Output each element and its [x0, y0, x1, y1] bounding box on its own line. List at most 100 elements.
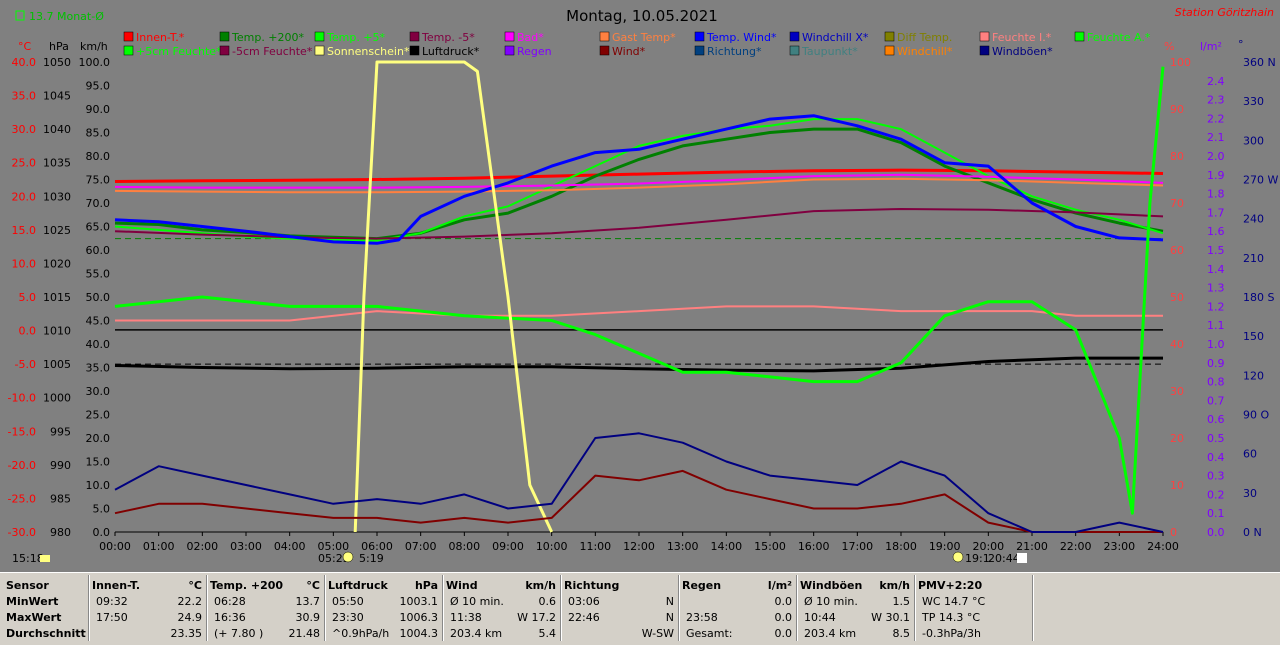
avg-marker-icon [15, 10, 25, 21]
time-tick: 22:00 [1060, 540, 1092, 553]
time-tick: 04:00 [274, 540, 306, 553]
rain-tick: 2.3 [1207, 94, 1225, 107]
kmh-tick: 30.0 [86, 385, 111, 398]
rain-tick: 1.7 [1207, 206, 1225, 219]
legend-swatch-7 [789, 31, 800, 42]
legend-item-3: Temp. -5* [421, 31, 475, 44]
hpa-tick: 1035 [43, 157, 71, 170]
sunrise-label-2: 5:19 [359, 552, 384, 565]
kmh-tick: 90.0 [86, 103, 111, 116]
temp-tick: 10.0 [12, 257, 37, 270]
stats-innen-label-0: 09:32 [96, 595, 128, 608]
stats-title-regen: Regen [682, 579, 722, 592]
legend-swatch-0 [123, 31, 134, 42]
time-tick: 24:00 [1147, 540, 1179, 553]
time-tick: 11:00 [579, 540, 611, 553]
time-tick: 19:00 [929, 540, 961, 553]
series-line-11 [114, 469, 1163, 533]
stats-pmv-label-2: -0.3hPa/3h [922, 627, 981, 640]
rain-tick: 0.7 [1207, 394, 1225, 407]
stats-luftdruck-label-2: ^0.9hPa/h [332, 627, 390, 640]
stats-unit-windboen: km/h [879, 579, 910, 592]
series-line-7 [114, 356, 1163, 373]
sunrise-icon [342, 551, 354, 563]
pct-tick: 20 [1170, 432, 1184, 445]
legend2-item-5: Wind* [612, 45, 646, 58]
legend-swatch-1 [219, 31, 230, 42]
sunset-icon [952, 551, 964, 563]
rain-tick: 0.3 [1207, 470, 1225, 483]
rain-tick: 0.6 [1207, 413, 1225, 426]
stats-unit-innen: °C [188, 579, 202, 592]
stats-regen-label-2: Gesamt: [686, 627, 733, 640]
left-time-label: 15:18 [12, 552, 44, 565]
legend2-swatch-8 [884, 45, 895, 56]
pct-tick: 60 [1170, 244, 1184, 257]
sunset-label: 19:1 [965, 552, 990, 565]
unit-percent: % [1164, 40, 1174, 53]
rain-tick: 2.0 [1207, 150, 1225, 163]
legend-swatch-6 [694, 31, 705, 42]
legend-swatch-4 [504, 31, 515, 42]
moon-icon [1017, 553, 1027, 563]
temp-tick: -10.0 [8, 392, 36, 405]
pct-tick: 30 [1170, 385, 1184, 398]
rain-tick: 0.5 [1207, 432, 1225, 445]
stats-col-regen: Regen l/m² 0.0 23:58 0.0 Gesamt: 0.0 [682, 577, 794, 641]
kmh-tick: 20.0 [86, 432, 111, 445]
rain-tick: 1.4 [1207, 263, 1225, 276]
hpa-tick: 1050 [43, 56, 71, 69]
rain-tick: 1.2 [1207, 300, 1225, 313]
kmh-tick: 50.0 [86, 291, 111, 304]
legend2-swatch-6 [694, 45, 705, 56]
stats-temp200-value-0: 13.7 [295, 595, 321, 608]
kmh-tick: 0.0 [93, 526, 111, 539]
kmh-tick: 25.0 [86, 409, 111, 422]
time-tick: 20:00 [972, 540, 1004, 553]
pct-tick: 40 [1170, 338, 1184, 351]
legend-item-10: Feuchte A.* [1087, 31, 1151, 44]
unit-kmh: km/h [80, 40, 108, 53]
kmh-tick: 10.0 [86, 479, 111, 492]
legend2-swatch-2 [314, 45, 325, 56]
legend-swatch-5 [599, 31, 610, 42]
unit-hpa: hPa [49, 40, 69, 53]
stats-unit-temp200: °C [306, 579, 320, 592]
stats-windboen-value-1: W 30.1 [871, 611, 910, 624]
legend2-swatch-5 [599, 45, 610, 56]
time-tick: 08:00 [448, 540, 480, 553]
stats-richtung-label-1: 22:46 [568, 611, 600, 624]
rain-tick: 1.3 [1207, 282, 1225, 295]
stats-temp200-value-2: 21.48 [288, 627, 321, 640]
rain-tick: 1.5 [1207, 244, 1225, 257]
time-tick: 13:00 [667, 540, 699, 553]
stats-wind-label-0: Ø 10 min. [450, 595, 504, 608]
stats-temp200-label-0: 06:28 [214, 595, 246, 608]
kmh-tick: 65.0 [86, 221, 111, 234]
avg-label: 13.7 Monat-Ø [29, 10, 104, 23]
hpa-tick: 1025 [43, 224, 71, 237]
dir-tick: 90 O [1243, 409, 1269, 422]
legend2-swatch-4 [504, 45, 515, 56]
pct-tick: 90 [1170, 103, 1184, 116]
time-tick: 15:00 [754, 540, 786, 553]
stats-col-wind: Wind km/h Ø 10 min. 0.6 11:38 W 17.2 203.4 km 5… [446, 577, 558, 641]
stats-pmv-label-1: TP 14.3 °C [922, 611, 981, 624]
hpa-tick: 1040 [43, 123, 71, 136]
stats-regen-value-2: 0.0 [774, 627, 793, 640]
kmh-tick: 55.0 [86, 268, 111, 281]
rain-tick: 2.1 [1207, 131, 1225, 144]
sunrise-label: 05:25 [318, 552, 350, 565]
hpa-tick: 1010 [43, 325, 71, 338]
stats-col-windboen: Windböen km/h Ø 10 min. 1.5 10:44 W 30.1 203.4… [800, 577, 912, 641]
kmh-tick: 100.0 [79, 56, 111, 69]
dir-tick: 240 [1243, 213, 1264, 226]
stats-regen-value-0: 0.0 [774, 595, 793, 608]
dir-tick: 0 N [1243, 526, 1262, 539]
stats-min-label: MinWert [6, 595, 59, 608]
stats-pmv-label-0: WC 14.7 °C [922, 595, 986, 608]
time-tick: 23:00 [1103, 540, 1135, 553]
dir-tick: 270 W [1243, 174, 1278, 187]
temp-tick: 0.0 [19, 325, 37, 338]
dir-tick: 180 S [1243, 291, 1274, 304]
